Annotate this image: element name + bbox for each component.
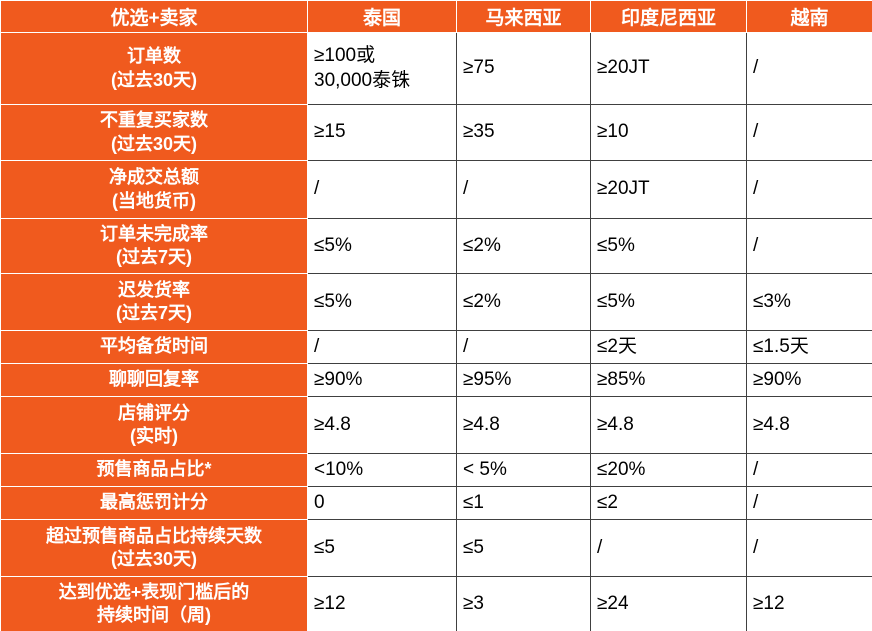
cell-thailand: ≥90% (307, 363, 457, 397)
table-row: 净成交总额 (当地货币) / / ≥20JT / (0, 160, 872, 219)
cell-vietnam: / (746, 160, 872, 219)
header-thailand: 泰国 (307, 0, 457, 33)
table-row: 不重复买家数 (过去30天) ≥15 ≥35 ≥10 / (0, 104, 872, 161)
cell-vietnam: / (746, 519, 872, 577)
cell-malaysia: / (456, 330, 591, 364)
row-label: 达到优选+表现门槛后的 持续时间（周) (0, 576, 308, 631)
cell-thailand: ≤5 (307, 519, 457, 577)
table-row: 订单数 (过去30天) ≥100或 30,000泰铢 ≥75 ≥20JT / (0, 32, 872, 105)
cell-thailand: ≥100或 30,000泰铢 (307, 32, 457, 105)
row-label: 净成交总额 (当地货币) (0, 160, 308, 219)
header-vietnam: 越南 (746, 0, 872, 33)
cell-malaysia: ≥75 (456, 32, 591, 105)
cell-indonesia: ≤5% (590, 273, 747, 331)
cell-indonesia: ≥20JT (590, 160, 747, 219)
cell-vietnam: ≤3% (746, 273, 872, 331)
cell-indonesia: ≥10 (590, 104, 747, 161)
cell-vietnam: ≤1.5天 (746, 330, 872, 364)
cell-vietnam: ≥12 (746, 576, 872, 631)
cell-thailand: 0 (307, 486, 457, 520)
cell-indonesia: ≥4.8 (590, 396, 747, 454)
cell-thailand: ≥15 (307, 104, 457, 161)
row-label: 超过预售商品占比持续天数 (过去30天) (0, 519, 308, 577)
header-row: 优选+卖家 泰国 马来西亚 印度尼西亚 越南 (0, 0, 872, 33)
cell-malaysia: < 5% (456, 453, 591, 487)
row-label: 最高惩罚计分 (0, 486, 308, 520)
cell-indonesia: ≥85% (590, 363, 747, 397)
table-row: 平均备货时间 / / ≤2天 ≤1.5天 (0, 330, 872, 364)
cell-malaysia: ≤5 (456, 519, 591, 577)
cell-indonesia: ≤20% (590, 453, 747, 487)
row-label: 聊聊回复率 (0, 363, 308, 397)
row-label: 迟发货率 (过去7天) (0, 273, 308, 331)
header-criteria: 优选+卖家 (0, 0, 308, 33)
table-row: 预售商品占比* <10% < 5% ≤20% / (0, 453, 872, 487)
header-indonesia: 印度尼西亚 (590, 0, 747, 33)
cell-thailand: <10% (307, 453, 457, 487)
table-row: 超过预售商品占比持续天数 (过去30天) ≤5 ≤5 / / (0, 519, 872, 577)
cell-vietnam: / (746, 32, 872, 105)
cell-malaysia: ≥35 (456, 104, 591, 161)
table-row: 聊聊回复率 ≥90% ≥95% ≥85% ≥90% (0, 363, 872, 397)
cell-malaysia: ≤1 (456, 486, 591, 520)
table-row: 订单未完成率 (过去7天) ≤5% ≤2% ≤5% / (0, 218, 872, 274)
table-row: 最高惩罚计分 0 ≤1 ≤2 / (0, 486, 872, 520)
cell-indonesia: ≤5% (590, 218, 747, 274)
cell-vietnam: ≥4.8 (746, 396, 872, 454)
cell-vietnam: / (746, 486, 872, 520)
cell-indonesia: ≥24 (590, 576, 747, 631)
cell-indonesia: ≤2 (590, 486, 747, 520)
cell-vietnam: / (746, 218, 872, 274)
cell-malaysia: ≥95% (456, 363, 591, 397)
cell-vietnam: / (746, 453, 872, 487)
cell-thailand: ≤5% (307, 218, 457, 274)
cell-indonesia: ≥20JT (590, 32, 747, 105)
cell-indonesia: / (590, 519, 747, 577)
cell-thailand: ≥4.8 (307, 396, 457, 454)
cell-malaysia: ≥3 (456, 576, 591, 631)
cell-indonesia: ≤2天 (590, 330, 747, 364)
cell-malaysia: ≤2% (456, 218, 591, 274)
cell-thailand: / (307, 160, 457, 219)
table-row: 店铺评分 (实时) ≥4.8 ≥4.8 ≥4.8 ≥4.8 (0, 396, 872, 454)
header-malaysia: 马来西亚 (456, 0, 591, 33)
cell-malaysia: ≥4.8 (456, 396, 591, 454)
cell-thailand: ≥12 (307, 576, 457, 631)
cell-vietnam: ≥90% (746, 363, 872, 397)
table-row: 达到优选+表现门槛后的 持续时间（周) ≥12 ≥3 ≥24 ≥12 (0, 576, 872, 631)
cell-malaysia: / (456, 160, 591, 219)
row-label: 不重复买家数 (过去30天) (0, 104, 308, 161)
row-label: 店铺评分 (实时) (0, 396, 308, 454)
row-label: 订单未完成率 (过去7天) (0, 218, 308, 274)
row-label: 平均备货时间 (0, 330, 308, 364)
row-label: 订单数 (过去30天) (0, 32, 308, 105)
cell-vietnam: / (746, 104, 872, 161)
cell-malaysia: ≤2% (456, 273, 591, 331)
table-row: 迟发货率 (过去7天) ≤5% ≤2% ≤5% ≤3% (0, 273, 872, 331)
cell-thailand: ≤5% (307, 273, 457, 331)
row-label: 预售商品占比* (0, 453, 308, 487)
cell-thailand: / (307, 330, 457, 364)
